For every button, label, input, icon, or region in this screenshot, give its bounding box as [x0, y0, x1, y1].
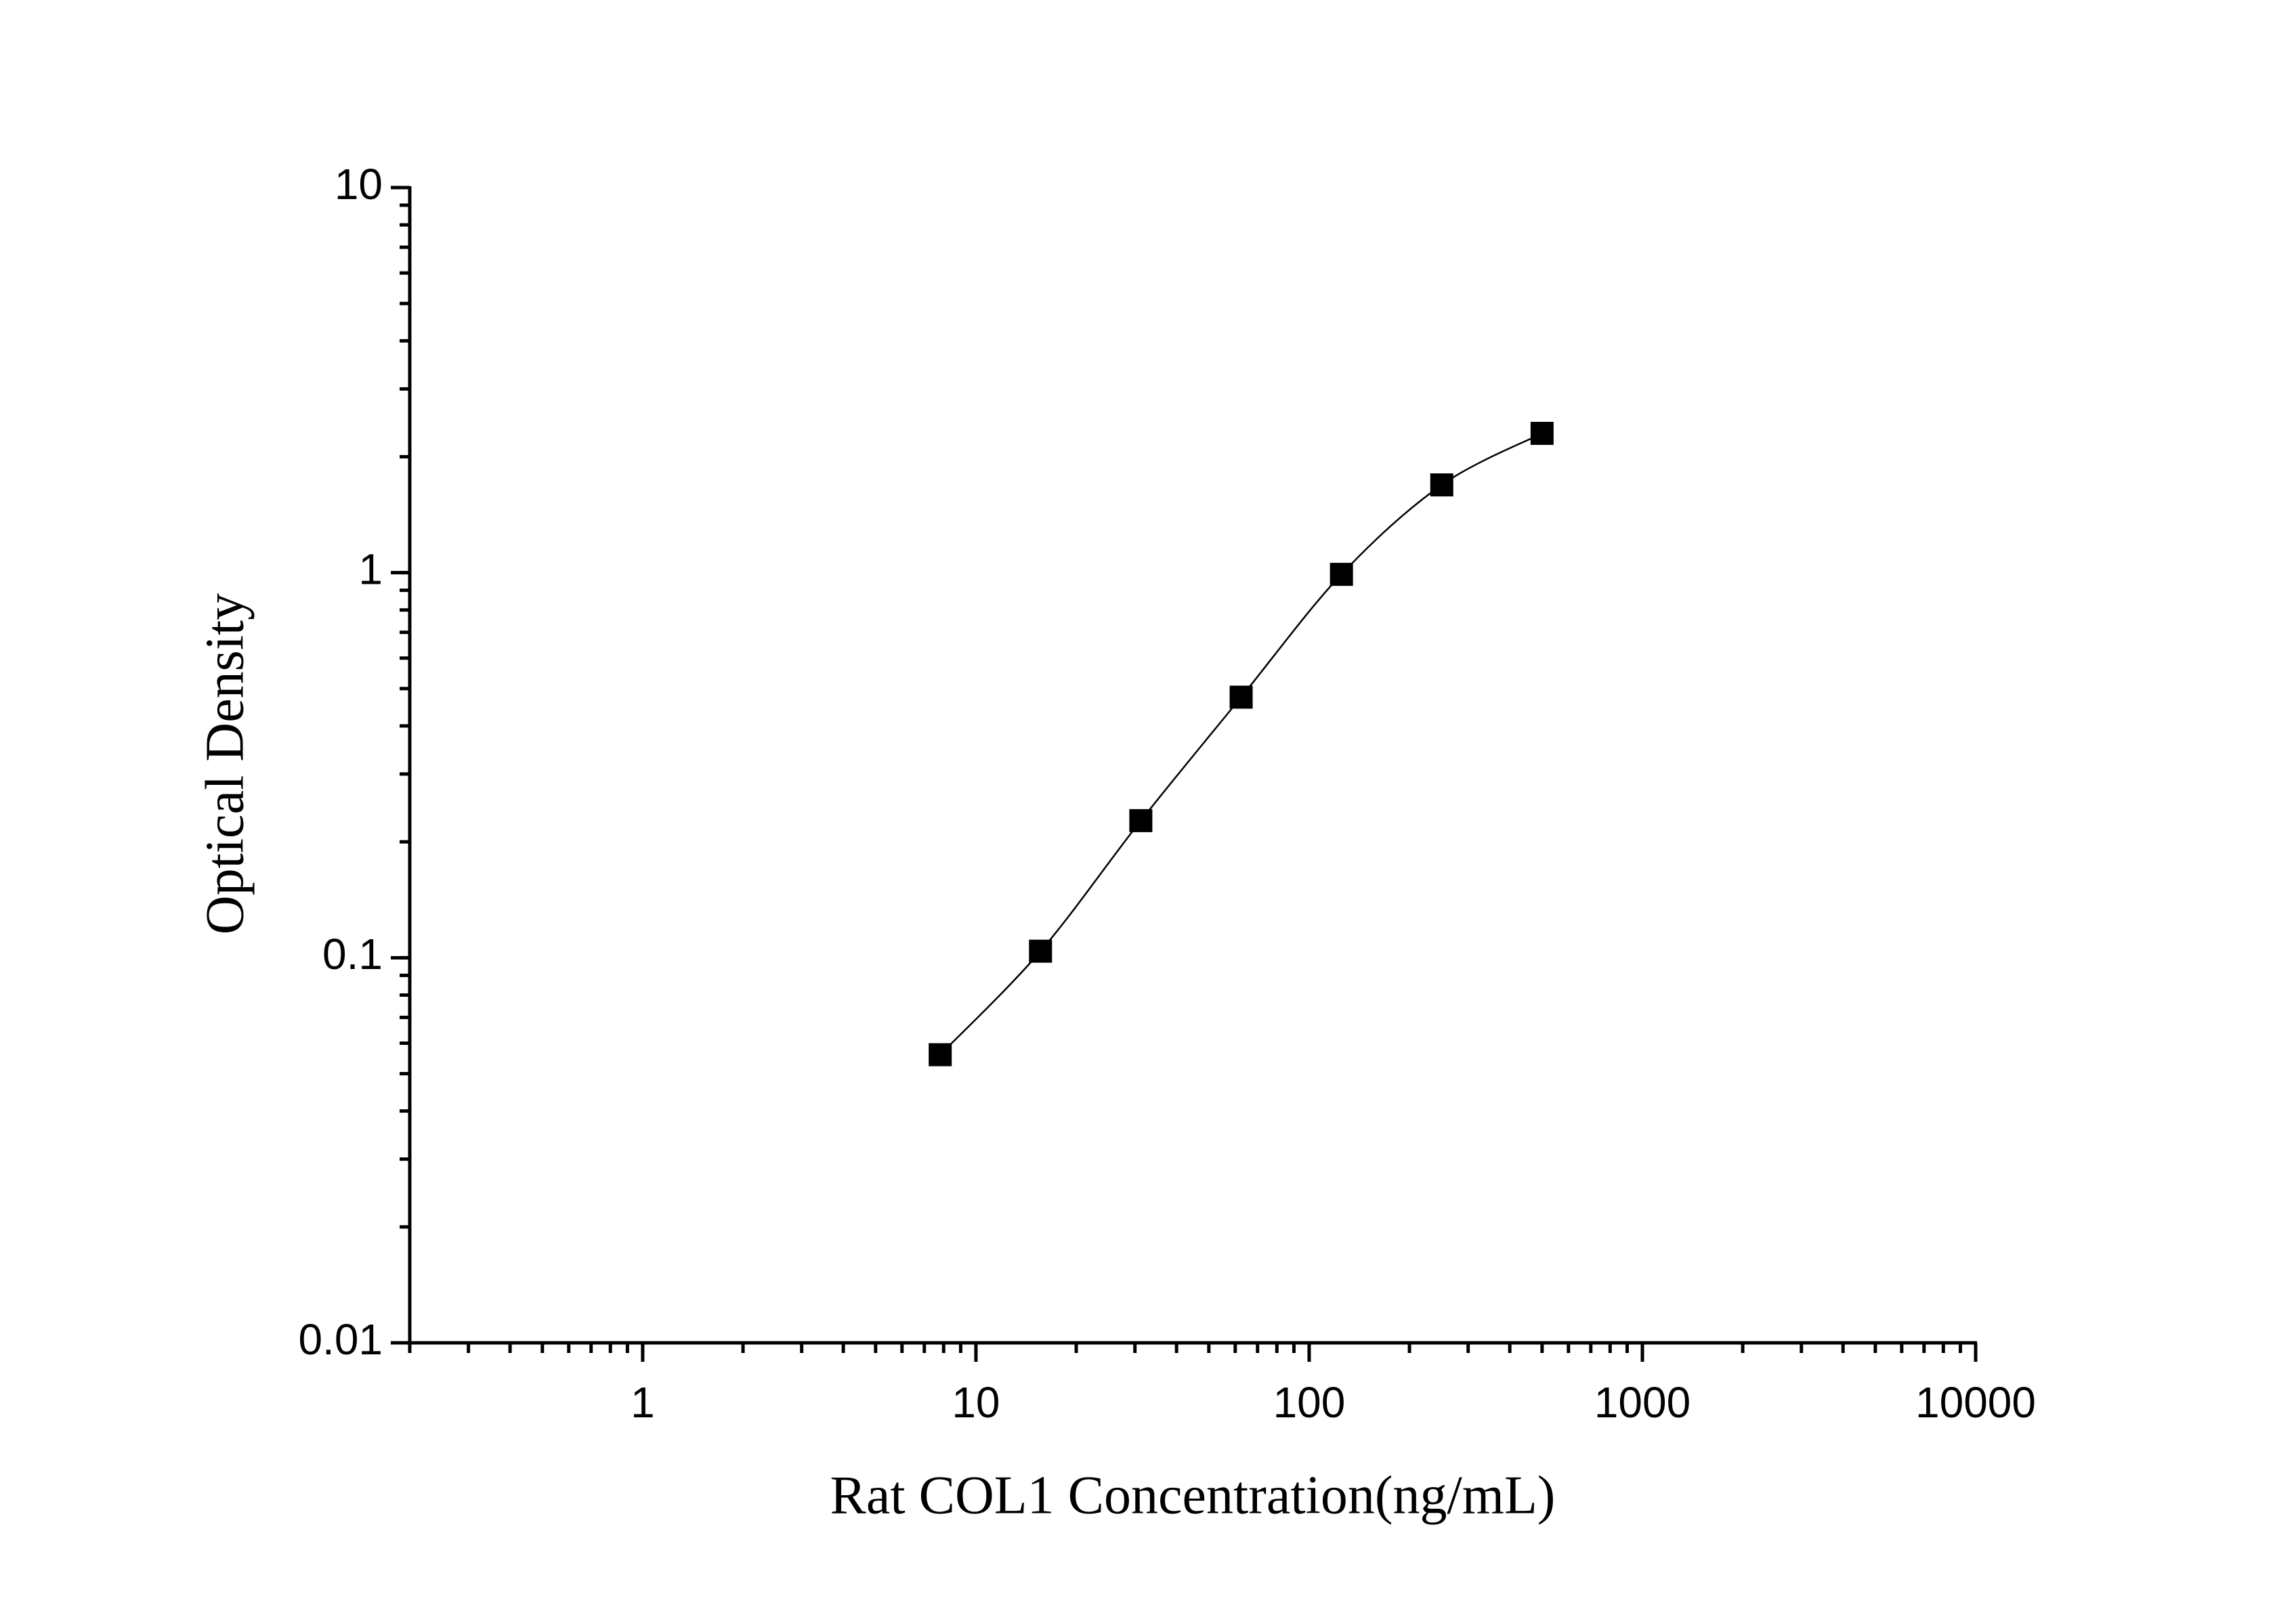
x-tick-label: 1: [631, 1378, 655, 1427]
data-point: [1530, 421, 1554, 445]
x-tick-label: 10000: [1915, 1378, 2036, 1427]
data-point: [1229, 685, 1253, 709]
y-tick-label: 0.01: [298, 1315, 383, 1364]
y-tick-label: 1: [358, 545, 383, 594]
data-point: [1129, 809, 1153, 832]
data-point: [1029, 939, 1053, 963]
data-point: [1430, 473, 1453, 497]
y-tick-label: 10: [335, 160, 383, 209]
x-tick-label: 1000: [1594, 1378, 1691, 1427]
data-point: [1330, 563, 1353, 586]
data-point: [929, 1043, 952, 1067]
y-tick-label: 0.1: [322, 930, 383, 979]
y-axis-title: Optical Density: [195, 593, 255, 935]
x-tick-label: 10: [952, 1378, 1000, 1427]
x-tick-label: 100: [1273, 1378, 1346, 1427]
x-axis-title: Rat COL1 Concentration(ng/mL): [830, 1465, 1556, 1525]
